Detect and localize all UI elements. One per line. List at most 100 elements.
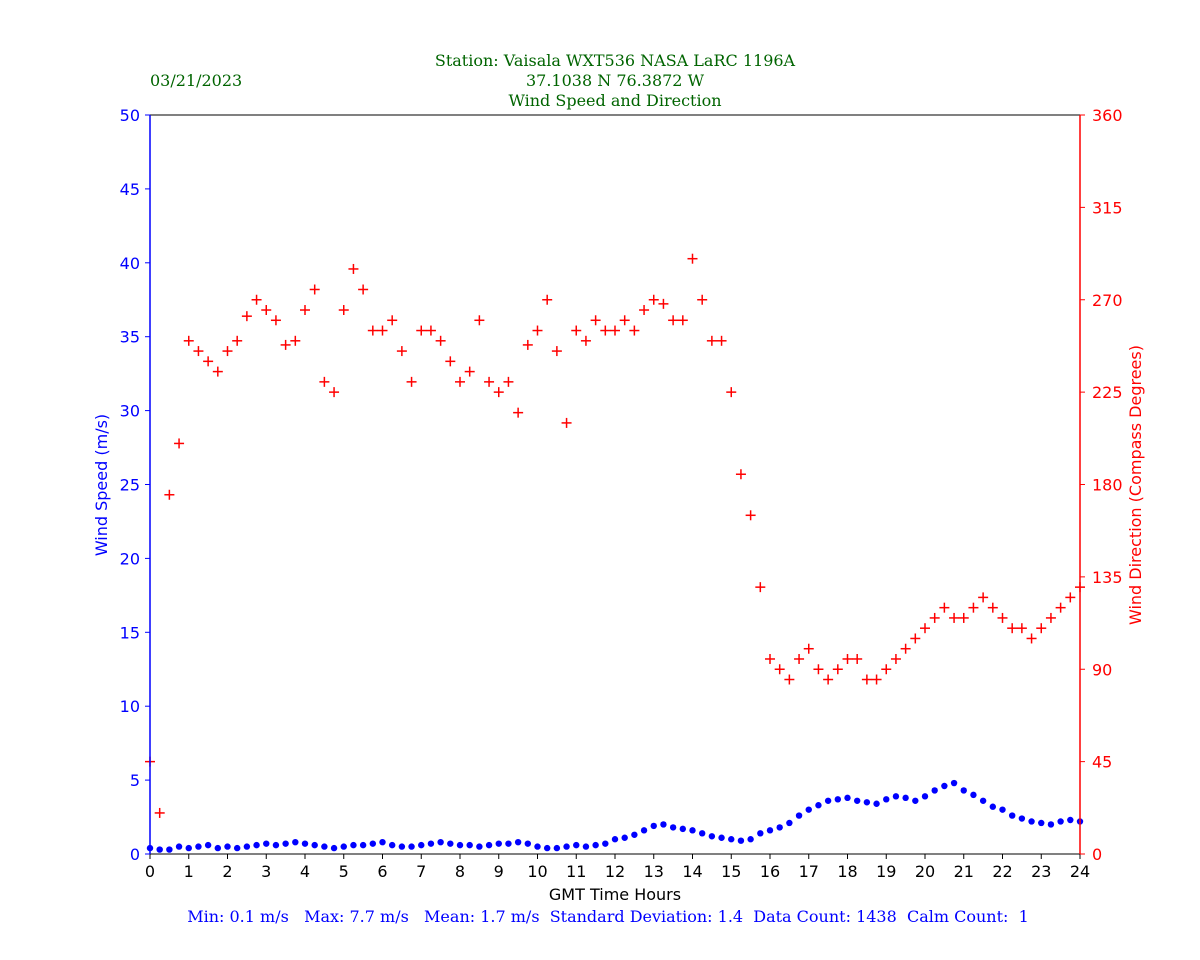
direction-point [949,612,960,623]
direction-point [745,510,756,521]
date-label: 03/21/2023 [150,71,242,90]
direction-point [425,325,436,336]
speed-point [456,841,464,849]
speed-point [698,830,706,837]
speed-point [718,834,725,841]
direction-point [648,294,659,305]
direction-point [784,674,795,685]
right-tick-label: 225 [1092,383,1123,402]
speed-point [233,844,241,852]
direction-point [832,664,843,675]
direction-point [1036,623,1047,634]
speed-point [388,841,396,849]
speed-point [679,825,687,833]
speed-point [195,843,202,850]
speed-point [408,843,415,850]
speed-point [834,796,842,803]
direction-point [503,376,514,387]
speed-point [321,843,328,850]
speed-point [941,782,948,790]
right-tick-label: 180 [1092,476,1123,495]
speed-point [330,844,338,852]
speed-point [892,793,900,800]
left-axis-ticks: 0 5 10 15 20 25 30 35 40 45 50 [120,106,150,864]
speed-point [505,840,512,847]
speed-point [1018,815,1026,822]
right-tick-label: 360 [1092,106,1123,125]
speed-point [292,838,299,846]
speed-point [979,797,987,804]
x-tick-label: 15 [721,862,741,881]
speed-point [611,836,619,843]
x-tick-label: 10 [527,862,547,881]
speed-point [543,844,551,852]
speed-point [175,843,183,850]
speed-point [534,843,541,850]
speed-point [427,840,435,847]
left-tick-label: 50 [120,106,140,125]
speed-point [660,821,667,828]
speed-point [214,844,222,852]
speed-point [669,824,677,831]
speed-point [224,843,231,850]
direction-point [668,315,679,326]
speed-point [757,830,764,837]
x-tick-label: 16 [760,862,780,881]
direction-point [261,305,272,316]
direction-point [1055,602,1066,613]
x-tick-label: 4 [300,862,310,881]
direction-point [338,305,349,316]
left-tick-label: 40 [120,254,140,273]
direction-point [174,438,185,449]
direction-point [154,807,165,818]
direction-point [561,417,572,428]
speed-point [514,838,522,846]
speed-point [689,827,696,834]
direction-point [619,315,630,326]
speed-point [776,824,783,831]
direction-point [290,335,301,346]
plot-frame [149,114,1081,855]
chart-title-station: Station: Vaisala WXT536 NASA LaRC 1196A [435,51,796,70]
speed-point [737,837,745,844]
direction-point [532,325,543,336]
direction-point [735,469,746,480]
x-tick-label: 19 [876,862,896,881]
direction-point [241,311,252,322]
direction-point [183,335,194,346]
speed-point [272,841,280,849]
speed-point [805,806,812,813]
direction-point [987,602,998,613]
direction-point [861,674,872,685]
direction-point [251,294,262,305]
direction-point [193,346,204,357]
x-tick-label: 1 [184,862,194,881]
x-tick-label: 22 [992,862,1012,881]
speed-series [146,779,1084,853]
right-tick-label: 45 [1092,753,1112,772]
speed-point [999,806,1006,813]
x-tick-label: 2 [222,862,232,881]
direction-point [629,325,640,336]
chart-title-coordinates: 37.1038 N 76.3872 W [526,71,705,90]
speed-point [912,797,919,804]
direction-point [571,325,582,336]
speed-point [863,799,871,806]
direction-point [358,284,369,295]
direction-point [551,346,562,357]
direction-point [677,315,688,326]
direction-point [1065,592,1076,603]
direction-series [145,253,1085,818]
right-tick-label: 90 [1092,660,1112,679]
direction-point [929,612,940,623]
direction-point [164,489,175,500]
direction-point [212,366,223,377]
direction-point [997,612,1008,623]
speed-point [369,840,377,847]
direction-point [716,335,727,346]
direction-point [319,376,330,387]
left-tick-label: 10 [120,697,140,716]
x-tick-label: 17 [799,862,819,881]
direction-point [939,602,950,613]
right-tick-label: 135 [1092,568,1123,587]
